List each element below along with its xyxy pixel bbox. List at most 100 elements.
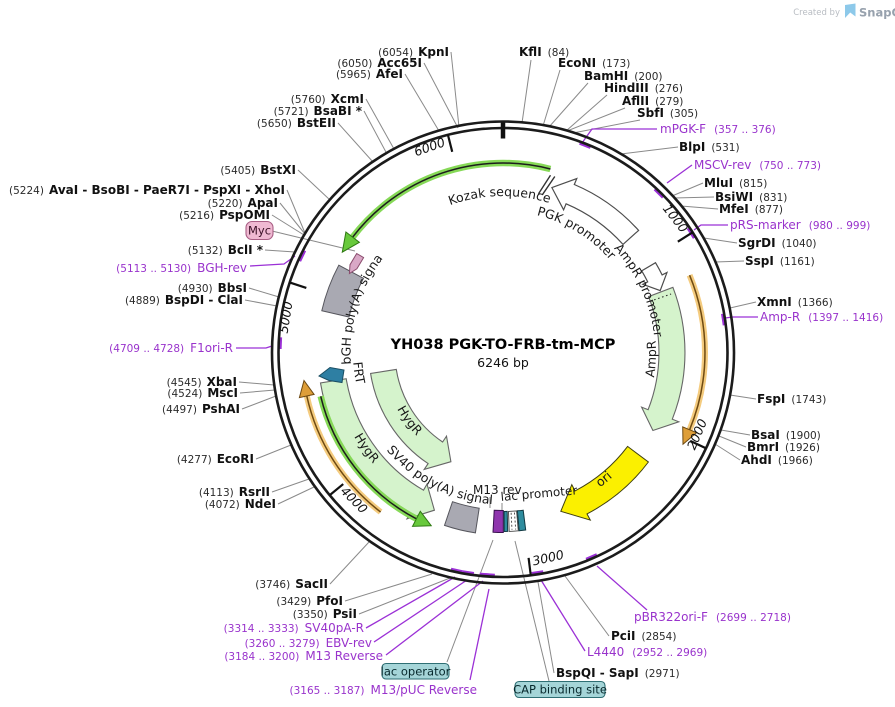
primer-foot	[579, 142, 591, 149]
leader-line	[714, 443, 741, 461]
leader-line	[620, 146, 679, 155]
primer-label-mscv-rev[interactable]: MSCV-rev (750 .. 773)	[694, 158, 821, 172]
leader-line	[248, 287, 280, 298]
enzyme-label-bsiwi[interactable]: BsiWI (831)	[715, 190, 787, 204]
enzyme-label-hindiii[interactable]: HindIII (276)	[604, 81, 683, 95]
primer-label-bgh-rev[interactable]: (5113 .. 5130) BGH-rev	[116, 261, 247, 275]
enzyme-label-bstxi[interactable]: (5405) BstXI	[220, 163, 296, 177]
feature-arrow-myc[interactable]	[348, 252, 365, 275]
feature-label-frt[interactable]: FRT	[350, 361, 368, 385]
feature-label-lac-promoter[interactable]: lac promoter	[500, 483, 578, 504]
enzyme-label-pshai[interactable]: (4497) PshAI	[162, 402, 240, 416]
primer-label-sv40pa-r[interactable]: (3314 .. 3333) SV40pA-R	[224, 621, 364, 635]
leader-line	[329, 541, 370, 585]
enzyme-label-bspdi-clai[interactable]: (4889) BspDI - ClaI	[125, 293, 243, 307]
leader-line	[566, 107, 626, 132]
kozak-slash-mark[interactable]	[541, 176, 556, 196]
enzyme-label-kpni[interactable]: (6054) KpnI	[378, 45, 449, 59]
kozak-slash-mark[interactable]	[537, 174, 552, 195]
enzyme-label-msci[interactable]: (4524) MscI	[167, 386, 238, 400]
enzyme-label-sgrdi[interactable]: SgrDI (1040)	[738, 236, 817, 250]
primer-leader-line	[540, 579, 586, 652]
enzyme-label-bmri[interactable]: BmrI (1926)	[747, 440, 820, 454]
enzyme-label-econi[interactable]: EcoNI (173)	[558, 56, 630, 70]
primer-label-m13-reverse[interactable]: (3184 .. 3200) M13 Reverse	[224, 649, 383, 663]
feature-arc-sv40-polya[interactable]	[443, 501, 480, 534]
enzyme-label-bcli[interactable]: (5132) BclI *	[188, 243, 264, 257]
feature-box-lac-promoter[interactable]	[516, 509, 527, 532]
leader-line	[241, 395, 277, 410]
enzyme-label-aflii[interactable]: AflII (279)	[622, 94, 683, 108]
enzyme-label-mfei[interactable]: MfeI (877)	[719, 202, 783, 216]
enzyme-label-rsrii[interactable]: (4113) RsrII	[199, 485, 270, 499]
leader-line	[680, 205, 719, 210]
primer-foot	[585, 553, 598, 560]
primer-label-m13-puc-reverse[interactable]: (3165 .. 3187) M13/pUC Reverse	[290, 683, 478, 697]
primer-label-l4440[interactable]: L4440 (2952 .. 2969)	[587, 645, 707, 659]
enzyme-label-sspi[interactable]: SspI (1161)	[745, 254, 815, 268]
enzyme-label-bamhi[interactable]: BamHI (200)	[584, 69, 663, 83]
primer-label-pbr322ori-f[interactable]: pBR322ori-F (2699 .. 2718)	[634, 610, 791, 624]
enzyme-label-acc65i[interactable]: (6050) Acc65I	[337, 56, 422, 70]
enzyme-label-bsai[interactable]: BsaI (1900)	[751, 428, 821, 442]
feature-arc-ampr[interactable]	[640, 286, 686, 432]
enzyme-label-ahdi[interactable]: AhdI (1966)	[741, 453, 813, 467]
feature-label-kozak[interactable]: Kozak sequence	[446, 184, 553, 208]
primer-label-mpgk-f[interactable]: mPGK-F (357 .. 376)	[660, 122, 776, 136]
feature-label-ampr[interactable]: AmpR	[642, 340, 659, 378]
feature-label-myc[interactable]: Myc	[248, 224, 271, 238]
feature-arc-hygr-inner[interactable]	[369, 368, 452, 471]
feature-arrow-frt[interactable]	[318, 366, 345, 384]
feature-label-lac-operator[interactable]: lac operator	[381, 665, 451, 679]
enzyme-label-pfoi[interactable]: (3429) PfoI	[276, 594, 343, 608]
feature-arrow-pgk-promoter[interactable]	[551, 177, 640, 246]
leader-line	[244, 299, 278, 307]
scale-tick	[446, 134, 454, 153]
enzyme-label-bspqi-sapi[interactable]: BspQI - SapI (2971)	[556, 666, 680, 680]
enzyme-label-ecori[interactable]: (4277) EcoRI	[177, 452, 254, 466]
primer-label-f1ori-r[interactable]: (4709 .. 4728) F1ori-R	[109, 341, 233, 355]
feature-box-lac-promoter-sliver[interactable]	[503, 510, 509, 533]
feature-box-lac-operator[interactable]	[508, 510, 519, 532]
enzyme-label-bbsi[interactable]: (4930) BbsI	[178, 281, 247, 295]
primer-leader-line	[469, 588, 490, 681]
feature-label-cap-binding-site[interactable]: CAP binding site	[513, 683, 607, 697]
enzyme-label-pspomi[interactable]: (5216) PspOMI	[179, 208, 270, 222]
enzyme-label-xcmi[interactable]: (5760) XcmI	[291, 92, 364, 106]
myc-tag-label-box[interactable]	[245, 220, 274, 241]
enzyme-label-xbai[interactable]: (4545) XbaI	[167, 375, 237, 389]
feature-box-m13-rev[interactable]	[492, 509, 504, 534]
enzyme-label-fspi[interactable]: FspI (1743)	[757, 392, 826, 406]
cap-binding-site-label-box[interactable]	[514, 680, 606, 699]
feature-transcript-arrow-hygr-core	[319, 396, 417, 520]
plasmid-title: YH038 PGK-TO-FRB-tm-MCP	[390, 337, 616, 353]
enzyme-label-bsabi[interactable]: (5721) BsaBI *	[274, 104, 363, 118]
lac-operator-label-box[interactable]	[381, 662, 450, 680]
enzyme-label-pcii[interactable]: PciI (2854)	[611, 629, 676, 643]
primer-label-prs-marker[interactable]: pRS-marker (980 .. 999)	[730, 218, 870, 232]
leader-line	[521, 59, 532, 124]
primer-foot	[479, 572, 492, 576]
enzyme-label-sacii[interactable]: (3746) SacII	[255, 577, 328, 591]
enzyme-label-apai[interactable]: (5220) ApaI	[208, 196, 278, 210]
primer-label-amp-r[interactable]: Amp-R (1397 .. 1416)	[760, 310, 883, 324]
primer-leader-line	[236, 345, 273, 349]
enzyme-label-mlui[interactable]: MluI (815)	[704, 176, 767, 190]
primer-leader-line	[596, 565, 648, 611]
enzyme-label-blpi[interactable]: BlpI (531)	[679, 140, 740, 154]
leader-line	[238, 381, 275, 386]
enzyme-label-kfli[interactable]: KflI (84)	[519, 45, 569, 59]
feature-arc-ori[interactable]	[560, 445, 650, 521]
enzyme-label-sbfi[interactable]: SbfI (305)	[637, 106, 698, 120]
enzyme-label-bsteii[interactable]: (5650) BstEII	[257, 116, 336, 130]
feature-label-m13-rev[interactable]: M13 rev	[473, 483, 522, 497]
feature-arrow-ampr-promoter[interactable]	[640, 261, 669, 292]
enzyme-label-afei[interactable]: (5965) AfeI	[336, 67, 403, 81]
enzyme-label-avai-group[interactable]: (5224) AvaI - BsoBI - PaeR7I - PspXI - Xh…	[9, 183, 285, 197]
enzyme-label-psii[interactable]: (3350) PsiI	[293, 607, 357, 621]
enzyme-label-ndei[interactable]: (4072) NdeI	[205, 497, 276, 511]
primer-label-ebv-rev[interactable]: (3260 .. 3279) EBV-rev	[245, 636, 372, 650]
enzyme-label-xmni[interactable]: XmnI (1366)	[757, 295, 833, 309]
